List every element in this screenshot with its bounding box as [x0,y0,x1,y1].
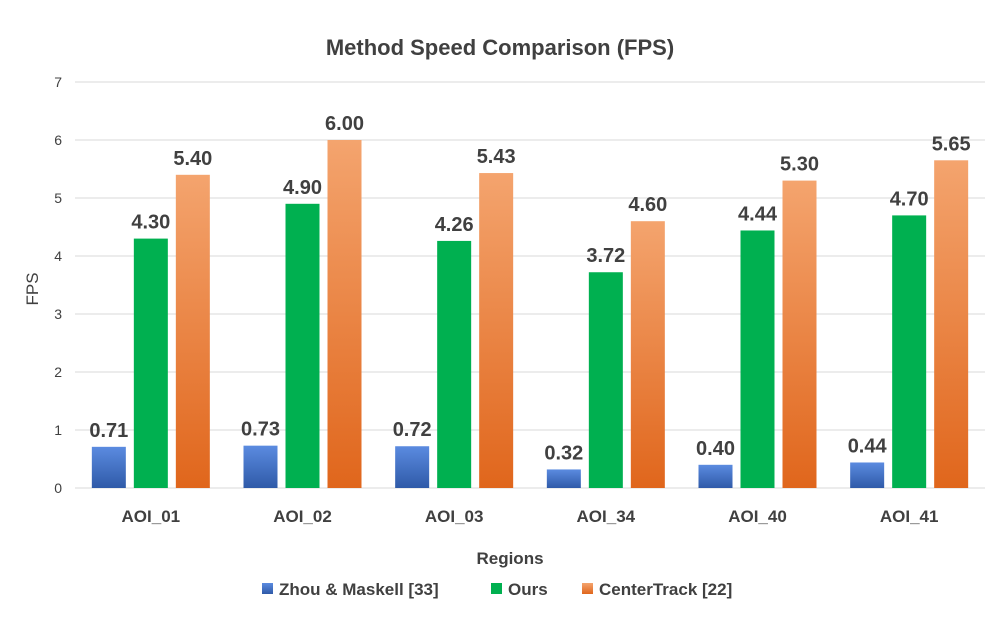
y-tick-label: 2 [54,364,62,380]
data-label: 5.30 [780,154,819,176]
x-tick-label: AOI_34 [577,507,636,526]
legend-label: CenterTrack [22] [599,580,732,599]
bar-2-5 [934,160,969,489]
data-label: 4.70 [890,188,929,210]
data-label: 5.65 [932,133,971,155]
legend-swatch [262,583,273,594]
bar-1-2 [437,240,472,488]
y-tick-label: 6 [54,132,62,148]
bar-0-5 [850,462,885,488]
legend-label: Ours [508,580,548,599]
y-tick-label: 3 [54,306,62,322]
chart-title: Method Speed Comparison (FPS) [326,35,674,60]
data-label: 0.72 [393,419,432,441]
x-axis-label: Regions [476,549,543,568]
y-axis-ticks: 0 1 2 3 4 5 6 7 [54,74,62,496]
data-label: 0.73 [241,419,280,441]
bar-1-0 [133,238,168,488]
bar-1-4 [740,230,775,489]
legend-swatch [582,583,593,594]
y-tick-label: 4 [54,248,62,264]
bar-0-0 [91,446,126,488]
x-tick-label: AOI_03 [425,507,484,526]
bar-2-4 [782,180,817,488]
bars [91,140,969,489]
bar-1-3 [588,272,623,488]
data-label: 0.44 [848,435,888,457]
data-label: 4.90 [283,177,322,199]
bar-0-2 [395,446,430,488]
data-label: 0.32 [544,442,583,464]
bar-0-1 [243,445,278,488]
data-label: 0.40 [696,438,735,460]
data-label: 4.30 [131,212,170,234]
bar-1-5 [892,215,927,488]
legend-swatch [491,583,502,594]
bar-0-3 [546,469,581,488]
x-axis-ticks: AOI_01 AOI_02 AOI_03 AOI_34 AOI_40 AOI_41 [122,507,939,526]
data-label: 4.44 [738,203,778,225]
x-tick-label: AOI_02 [273,507,332,526]
y-tick-label: 0 [54,480,62,496]
bar-2-2 [479,173,514,488]
data-label: 3.72 [586,245,625,267]
bar-0-4 [698,464,733,488]
gridlines [75,81,985,489]
data-label: 6.00 [325,113,364,135]
data-label: 5.43 [477,146,516,168]
y-tick-label: 7 [54,74,62,90]
bar-1-1 [285,203,320,489]
y-tick-label: 1 [54,422,62,438]
data-label: 4.60 [628,194,667,216]
x-tick-label: AOI_01 [122,507,181,526]
bar-2-0 [175,174,210,489]
x-tick-label: AOI_40 [728,507,787,526]
data-label: 5.40 [173,148,212,170]
y-axis-label: FPS [23,272,42,305]
bar-2-1 [327,140,362,488]
data-label: 4.26 [435,214,474,236]
y-tick-label: 5 [54,190,62,206]
legend: Zhou & Maskell [33] Ours CenterTrack [22] [262,580,732,599]
bar-2-3 [630,221,665,488]
data-labels: 0.71 4.30 5.40 0.73 4.90 6.00 0.72 4.26 5.43 0.32… [89,113,970,464]
data-label: 0.71 [89,420,128,442]
x-tick-label: AOI_41 [880,507,939,526]
legend-label: Zhou & Maskell [33] [279,580,439,599]
